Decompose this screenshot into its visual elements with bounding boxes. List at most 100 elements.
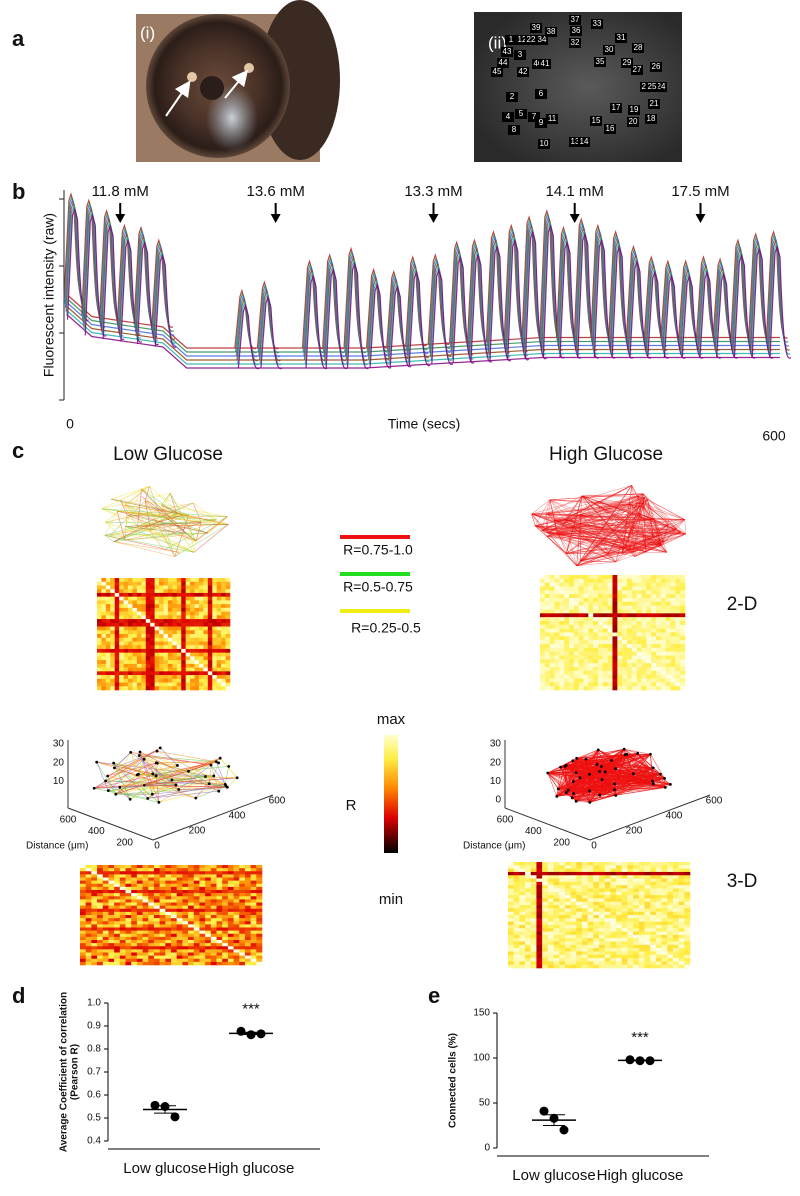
heatmap-cell <box>599 885 605 889</box>
heatmap-cell <box>137 649 142 653</box>
heatmap-cell <box>245 921 251 924</box>
heatmap-cell <box>588 613 593 617</box>
heatmap-cell <box>131 878 137 881</box>
heatmap-cell <box>234 865 240 868</box>
heatmap-cell <box>661 679 666 683</box>
heatmap-cell <box>564 629 569 633</box>
heatmap-cell <box>545 659 550 663</box>
heatmap-cell <box>588 656 593 660</box>
heatmap-cell <box>613 671 618 675</box>
heatmap-cell <box>164 664 169 668</box>
heatmap-cell <box>195 582 200 586</box>
heatmap-cell <box>569 606 574 610</box>
heatmap-cell <box>514 935 520 939</box>
heatmap-cell <box>613 579 618 583</box>
heatmap-cell <box>148 881 154 884</box>
heatmap-cell <box>199 953 205 956</box>
heatmap-cell <box>569 575 574 579</box>
heatmap-cell <box>559 636 564 640</box>
heatmap-cell <box>569 671 574 675</box>
heatmap-cell <box>633 902 639 906</box>
cell-label: 38 <box>547 27 556 36</box>
heatmap-cell <box>582 955 588 959</box>
heatmap-cell <box>593 879 599 883</box>
heatmap-cell <box>148 959 154 962</box>
heatmap-cell <box>126 928 132 931</box>
heatmap-cell <box>181 634 186 638</box>
heatmap-cell <box>569 644 574 648</box>
heatmap-cell <box>550 659 555 663</box>
heatmap-cell <box>514 889 520 893</box>
heatmap-cell <box>120 881 126 884</box>
heatmap-cell <box>646 587 651 591</box>
heatmap-cell <box>559 625 564 629</box>
heatmap-cell <box>159 671 164 675</box>
heatmap-cell <box>617 621 622 625</box>
heatmap-cell <box>610 875 616 879</box>
heatmap-cell <box>593 606 598 610</box>
heatmap-cell <box>582 882 588 886</box>
heatmap-cell <box>656 659 661 663</box>
heatmap-cell <box>103 937 109 940</box>
heatmap-cell <box>103 949 109 952</box>
heatmap-cell <box>673 915 679 919</box>
heatmap-cell <box>120 868 126 871</box>
heatmap-cell <box>645 955 651 959</box>
heatmap-cell <box>165 887 171 890</box>
heatmap-cell <box>633 951 639 955</box>
heatmap-cell <box>550 667 555 671</box>
heatmap-cell <box>154 949 160 952</box>
heatmap-cell <box>645 898 651 902</box>
heatmap-cell <box>159 600 164 604</box>
heatmap-cell <box>593 865 599 869</box>
heatmap-cell <box>148 909 154 912</box>
heatmap-cell <box>221 619 226 623</box>
heatmap-cell <box>190 641 195 645</box>
heatmap-cell <box>633 892 639 896</box>
heatmap-cell <box>671 617 676 621</box>
heatmap-cell <box>599 958 605 962</box>
heatmap-cell <box>217 868 223 871</box>
heatmap-cell <box>171 915 177 918</box>
heatmap-cell <box>519 955 525 959</box>
node <box>204 775 207 778</box>
heatmap-cell <box>137 600 142 604</box>
heatmap-cell <box>656 636 661 640</box>
heatmap-cell <box>194 881 200 884</box>
heatmap-cell <box>673 918 679 922</box>
heatmap-cell <box>190 634 195 638</box>
depth-tick-label: 400 <box>88 826 105 837</box>
heatmap-cell <box>171 887 177 890</box>
heatmap-cell <box>667 942 673 946</box>
heatmap-cell <box>605 961 611 965</box>
heatmap-cell <box>684 885 690 889</box>
heatmap-cell <box>256 868 262 871</box>
heatmap-cell <box>579 656 584 660</box>
heatmap-cell <box>525 922 531 926</box>
heatmap-cell <box>656 869 662 873</box>
heatmap-cell <box>221 630 226 634</box>
heatmap-cell <box>514 862 520 866</box>
heatmap-cell <box>540 594 545 598</box>
heatmap-cell <box>667 945 673 949</box>
heatmap-cell <box>616 912 622 916</box>
heatmap-cell <box>165 924 171 927</box>
heatmap-cell <box>608 598 613 602</box>
heatmap-cell <box>542 932 548 936</box>
heatmap-cell <box>508 875 514 879</box>
heatmap-cell <box>80 946 86 949</box>
heatmap-cell <box>531 902 537 906</box>
heatmap-cell <box>574 648 579 652</box>
heatmap-cell <box>564 583 569 587</box>
heatmap-cell <box>673 902 679 906</box>
heatmap-cell <box>101 641 106 645</box>
heatmap-cell <box>588 872 594 876</box>
cell-label: 41 <box>541 59 550 68</box>
heatmap-cell <box>613 598 618 602</box>
heatmap-cell <box>132 604 137 608</box>
heatmap-cell <box>603 590 608 594</box>
heatmap-cell <box>639 862 645 866</box>
heatmap-cell <box>564 671 569 675</box>
cell-label: 35 <box>596 57 605 66</box>
heatmap-cell <box>656 922 662 926</box>
